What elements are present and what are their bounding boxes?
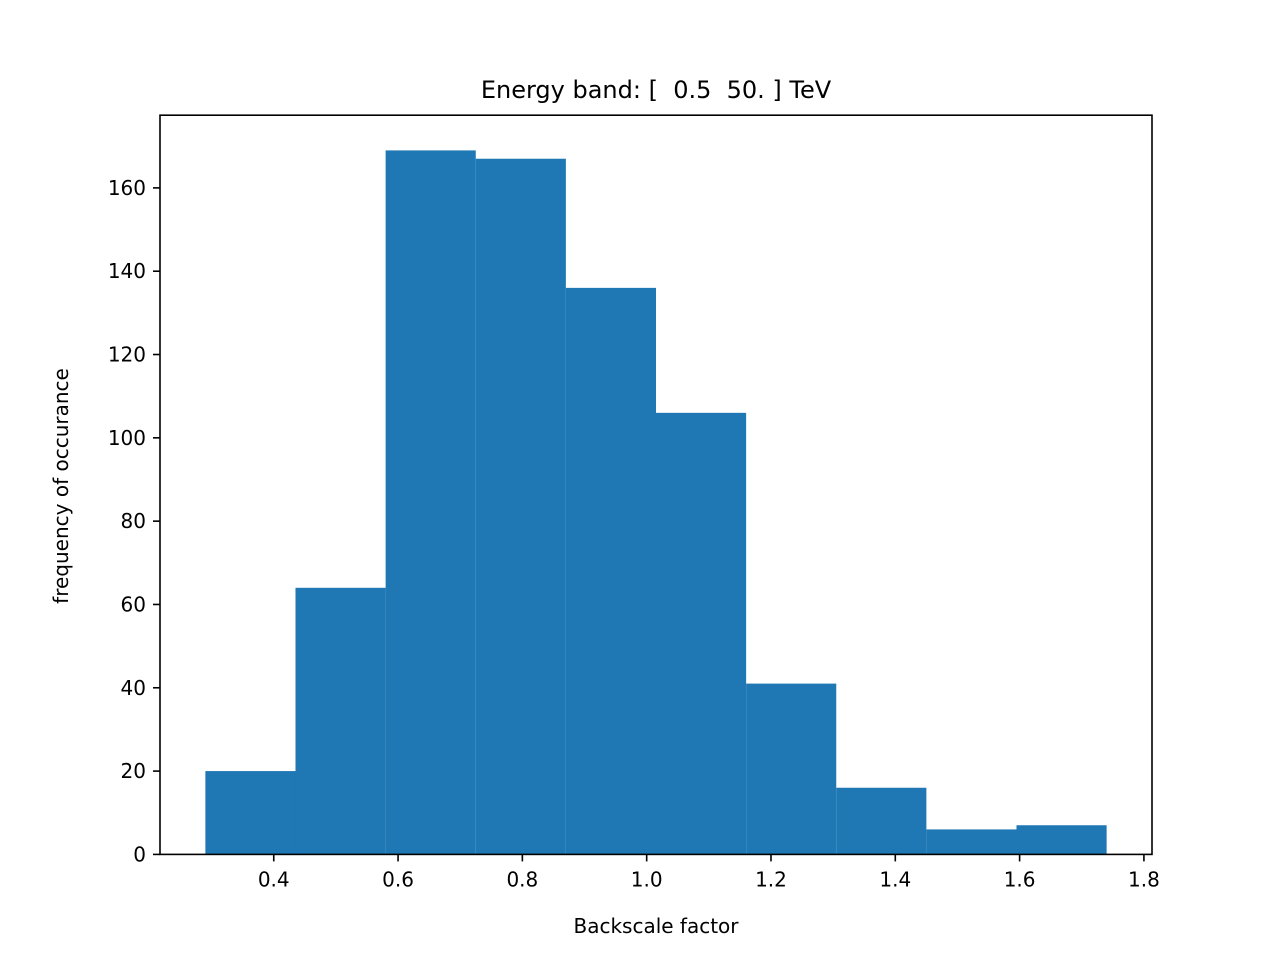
histogram-bar [565,287,656,855]
x-axis-label: Backscale factor [573,914,739,938]
histogram-bar [836,787,927,855]
histogram-bar [656,412,747,855]
y-tick-label: 100 [108,426,146,450]
y-tick-label: 20 [121,759,146,783]
x-tick-label: 1.2 [755,867,787,891]
histogram-bar [746,683,837,855]
y-tick-label: 160 [108,176,146,200]
x-tick-label: 0.8 [506,867,538,891]
histogram-bar [295,587,386,855]
x-tick-label: 0.4 [258,867,290,891]
y-axis-label: frequency of occurance [49,368,73,604]
histogram-bar [475,158,566,855]
y-tick-label: 60 [121,592,146,616]
histogram-bar [385,150,476,855]
histogram-bars [205,150,1107,855]
chart-title: Energy band: [ 0.5 50. ] TeV [481,76,832,104]
histogram-bar [1016,825,1107,855]
x-tick-label: 1.6 [1004,867,1036,891]
histogram-bar [926,829,1017,855]
y-axis-ticks: 0 20 40 60 80 100 120 140 160 [108,176,160,866]
x-tick-label: 0.6 [382,867,414,891]
y-tick-label: 40 [121,676,146,700]
x-tick-label: 1.8 [1128,867,1160,891]
x-tick-label: 1.4 [879,867,911,891]
y-tick-label: 120 [108,343,146,367]
y-tick-label: 0 [133,842,146,866]
y-tick-label: 140 [108,259,146,283]
plot-frame [159,114,1153,856]
x-tick-label: 1.0 [631,867,663,891]
x-axis-ticks: 0.4 0.6 0.8 1.0 1.2 1.4 1.6 1.8 [258,854,1160,891]
y-tick-label: 80 [121,509,146,533]
histogram-bar [205,771,296,855]
